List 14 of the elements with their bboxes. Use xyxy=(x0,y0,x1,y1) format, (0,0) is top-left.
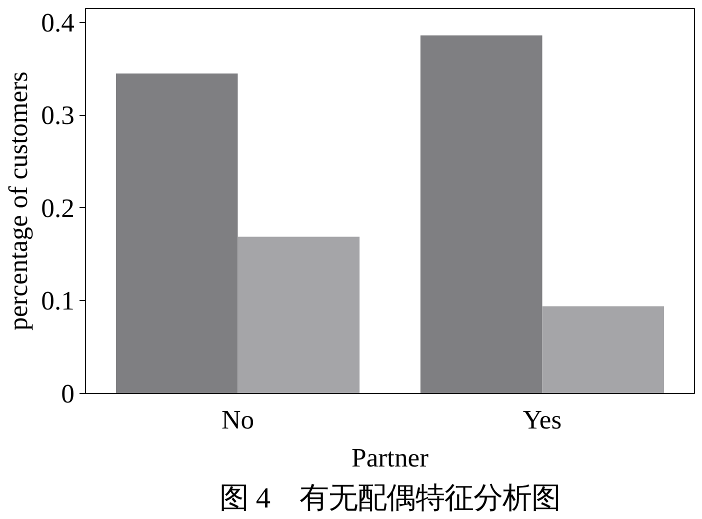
text: 图 4 有无配偶特征分析图 xyxy=(220,482,560,514)
x-tick-label: No xyxy=(221,404,254,434)
bar xyxy=(238,236,360,394)
x-tick-label: Yes xyxy=(522,404,562,434)
bar xyxy=(116,73,238,394)
bar xyxy=(542,306,664,394)
x-axis-title: Partner xyxy=(352,442,429,472)
y-axis-title: percentage of customers xyxy=(3,71,34,331)
y-tick-label: 0.3 xyxy=(41,100,75,130)
y-tick-label: 0 xyxy=(61,378,74,408)
y-tick-label: 0.4 xyxy=(41,7,75,38)
y-tick-label: 0.2 xyxy=(41,192,75,223)
bar xyxy=(420,35,542,394)
y-tick-label: 0.1 xyxy=(41,286,75,316)
